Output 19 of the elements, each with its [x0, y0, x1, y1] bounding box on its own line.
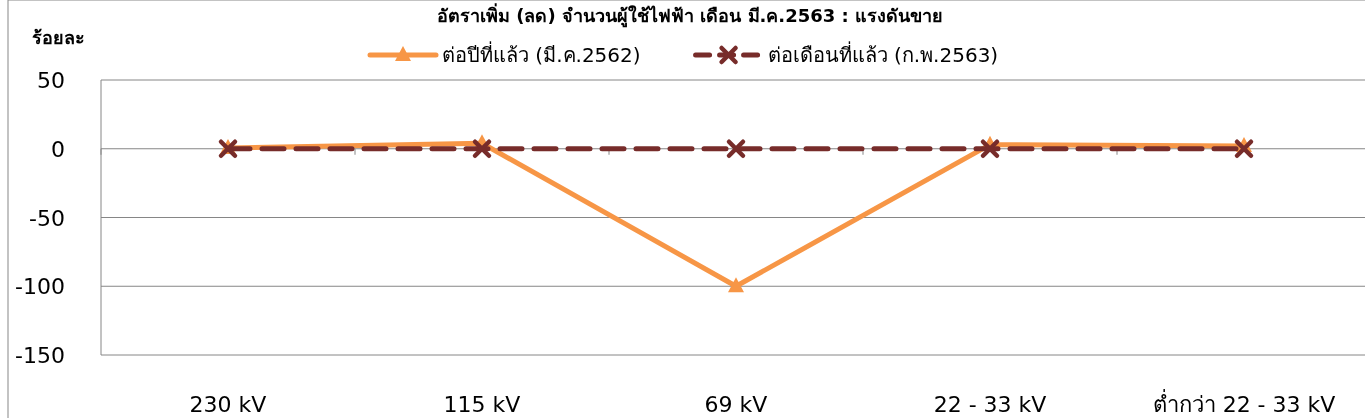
point	[980, 139, 1000, 158]
x-tick-label: 115 kV	[443, 392, 521, 417]
point	[726, 139, 746, 158]
x-tick-label: 22 - 33 kV	[933, 392, 1047, 417]
y-tick-label: -50	[29, 205, 65, 231]
y-tick-label: -150	[15, 343, 65, 368]
chart-title: อัตราเพิ่ม (ลด) จำนวนผู้ใช้ไฟฟ้า เดือน มี.ค.2563 : แรงดันขาย	[436, 3, 944, 28]
y-tick-label: 50	[37, 68, 65, 93]
y-tick-label: 0	[51, 136, 65, 162]
x-tick-label: ต่ำกว่า 22 - 33 kV	[1152, 389, 1336, 417]
x-tick-label: 230 kV	[189, 392, 267, 417]
legend-label: ต่อปีที่แล้ว (มี.ค.2562)	[442, 41, 641, 67]
point	[728, 277, 744, 293]
legend-label: ต่อเดือนที่แล้ว (ก.พ.2563)	[767, 41, 999, 67]
y-tick-label: -100	[15, 274, 65, 300]
x-tick-label: 69 kV	[704, 392, 768, 417]
point	[472, 139, 492, 158]
point	[1234, 139, 1254, 158]
y-axis-title: ร้อยละ	[32, 27, 85, 48]
